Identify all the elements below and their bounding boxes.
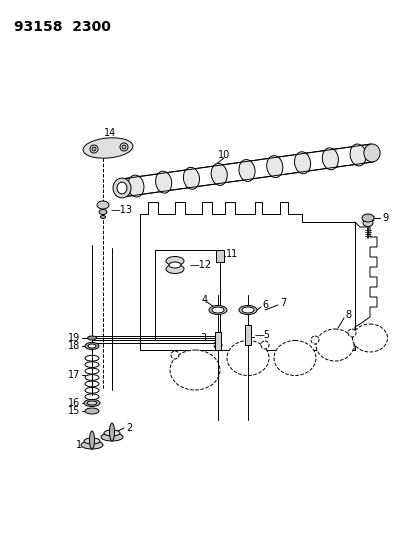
Ellipse shape — [170, 350, 219, 390]
Ellipse shape — [211, 307, 223, 313]
Text: 2: 2 — [126, 423, 132, 433]
Ellipse shape — [155, 171, 171, 193]
Ellipse shape — [266, 156, 282, 177]
Text: 6: 6 — [261, 300, 268, 310]
Ellipse shape — [169, 262, 180, 268]
Ellipse shape — [362, 220, 372, 227]
Ellipse shape — [238, 305, 256, 314]
Ellipse shape — [104, 430, 120, 436]
Ellipse shape — [294, 152, 310, 174]
Bar — [214, 332, 221, 350]
Ellipse shape — [273, 341, 315, 376]
Ellipse shape — [128, 175, 144, 197]
Ellipse shape — [89, 431, 94, 449]
Ellipse shape — [310, 336, 318, 344]
Text: —13: —13 — [111, 205, 133, 215]
Text: 18: 18 — [68, 341, 80, 351]
Ellipse shape — [113, 178, 131, 198]
Ellipse shape — [209, 305, 226, 314]
Text: 8: 8 — [344, 310, 350, 320]
Ellipse shape — [97, 201, 109, 209]
Text: 4: 4 — [202, 295, 208, 305]
Ellipse shape — [260, 341, 268, 349]
Ellipse shape — [85, 408, 99, 414]
Ellipse shape — [109, 423, 114, 441]
Ellipse shape — [101, 433, 123, 441]
Text: 14: 14 — [104, 128, 116, 138]
Ellipse shape — [87, 401, 97, 405]
Text: 11: 11 — [225, 249, 237, 259]
Circle shape — [92, 147, 96, 151]
Ellipse shape — [117, 182, 127, 194]
Ellipse shape — [226, 341, 268, 376]
Ellipse shape — [99, 209, 107, 214]
Circle shape — [122, 145, 126, 149]
Ellipse shape — [81, 441, 103, 449]
Ellipse shape — [85, 343, 99, 350]
Ellipse shape — [87, 336, 96, 340]
Ellipse shape — [347, 329, 355, 337]
Ellipse shape — [211, 164, 227, 185]
Ellipse shape — [183, 167, 199, 189]
Ellipse shape — [166, 264, 183, 273]
Text: 17: 17 — [68, 370, 80, 380]
Ellipse shape — [361, 214, 373, 222]
Ellipse shape — [171, 351, 178, 359]
Text: —5: —5 — [254, 330, 271, 340]
Ellipse shape — [214, 341, 221, 349]
Polygon shape — [121, 144, 373, 197]
Text: 3: 3 — [199, 333, 206, 343]
Text: 19: 19 — [68, 333, 80, 343]
Text: 93158  2300: 93158 2300 — [14, 20, 111, 34]
Text: 9: 9 — [381, 213, 387, 223]
Ellipse shape — [166, 256, 183, 265]
Ellipse shape — [349, 144, 365, 166]
Text: 16: 16 — [68, 398, 80, 408]
Ellipse shape — [363, 144, 379, 162]
Bar — [216, 250, 223, 262]
Ellipse shape — [100, 215, 105, 219]
Text: —12: —12 — [190, 260, 211, 270]
Ellipse shape — [83, 138, 133, 158]
Ellipse shape — [84, 438, 100, 444]
Ellipse shape — [238, 159, 254, 181]
Ellipse shape — [88, 344, 96, 348]
Text: 10: 10 — [218, 150, 230, 160]
Ellipse shape — [351, 324, 387, 352]
Ellipse shape — [315, 329, 353, 361]
Text: 1: 1 — [76, 440, 82, 450]
Text: 7: 7 — [279, 298, 285, 308]
Ellipse shape — [84, 400, 100, 407]
Text: 15: 15 — [68, 406, 80, 416]
Circle shape — [120, 143, 128, 151]
Ellipse shape — [321, 148, 337, 170]
Circle shape — [90, 145, 98, 153]
Bar — [244, 325, 250, 345]
Ellipse shape — [242, 307, 254, 313]
